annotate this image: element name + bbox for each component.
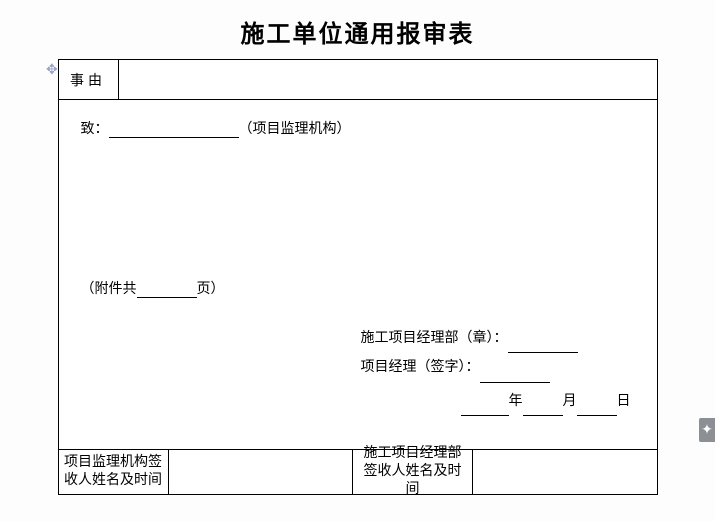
main-body-cell: 致： （项目监理机构） （附件共 页） 施工项目经理部（章）： 项目经理（签字）： … (59, 100, 657, 450)
attachment-suffix: 页） (197, 282, 225, 297)
side-handle-icon[interactable]: ✦ (699, 418, 715, 442)
addressee-line: 致： （项目监理机构） (81, 118, 635, 138)
reason-label-cell: 事由 (59, 60, 119, 100)
footer-supervisor-value[interactable] (169, 450, 354, 494)
footer-contractor-value[interactable] (473, 450, 657, 494)
pm-sign-blank[interactable] (480, 367, 550, 383)
footer-supervisor-label: 项目监理机构签收人姓名及时间 (59, 450, 169, 494)
to-suffix: （项目监理机构） (239, 122, 351, 137)
footer-row: 项目监理机构签收人姓名及时间 施工项目经理部签收人姓名及时间 (59, 450, 657, 494)
to-blank[interactable] (109, 122, 239, 138)
attachment-line: （附件共 页） (81, 278, 635, 298)
pm-sign-line: 项目经理（签字）： (361, 353, 635, 382)
year-blank[interactable] (461, 400, 509, 416)
year-label: 年 (509, 394, 523, 409)
form-title: 施工单位通用报审表 (0, 0, 715, 59)
attachment-prefix: （附件共 (81, 282, 137, 297)
form-table: 事由 致： （项目监理机构） （附件共 页） 施工项目经理部（章）： 项目经理（签字… (58, 59, 658, 495)
footer-contractor-label: 施工项目经理部签收人姓名及时间 (353, 450, 473, 494)
signature-block: 施工项目经理部（章）： 项目经理（签字）： 年 月 日 (361, 324, 635, 416)
reason-value-cell[interactable] (119, 60, 657, 100)
month-label: 月 (563, 394, 577, 409)
date-line: 年月日 (361, 387, 635, 416)
attachment-pages-blank[interactable] (137, 282, 197, 298)
anchor-marker-icon: ✥ (46, 64, 58, 78)
dept-stamp-line: 施工项目经理部（章）： (361, 324, 635, 353)
to-label: 致： (81, 122, 109, 137)
reason-row: 事由 (59, 60, 657, 100)
month-blank[interactable] (523, 400, 563, 416)
dept-stamp-blank[interactable] (508, 337, 578, 353)
day-label: 日 (617, 394, 631, 409)
dept-stamp-label: 施工项目经理部（章）： (361, 331, 508, 346)
day-blank[interactable] (577, 400, 617, 416)
pm-sign-label: 项目经理（签字）： (361, 360, 480, 375)
